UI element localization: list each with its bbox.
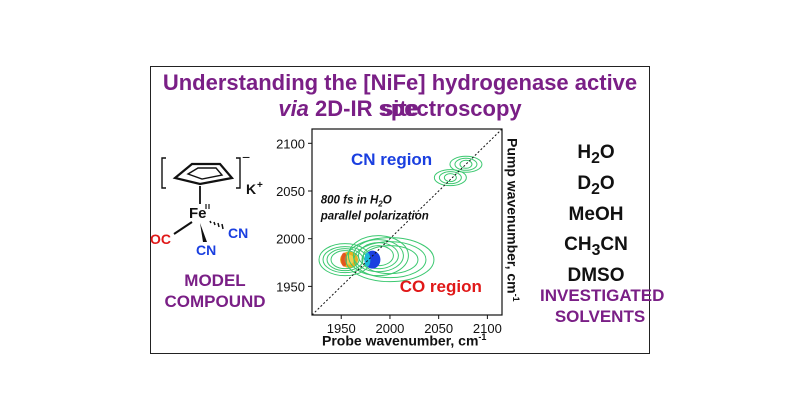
co-region-label: CO region [400, 277, 482, 296]
solvents-label-line-1: INVESTIGATED [540, 286, 665, 305]
model-label-line-2: COMPOUND [164, 292, 266, 311]
plot-frame [311, 128, 503, 316]
measurement-note-2: parallel polarization [320, 211, 429, 223]
counterion: K [246, 181, 256, 197]
diagonal-line [312, 129, 502, 315]
contour-line [454, 157, 478, 171]
solvent-item: H2O [577, 142, 615, 167]
complex-charge: − [242, 149, 250, 165]
contour-line [433, 169, 467, 187]
peak-positive-edge [341, 252, 348, 267]
solvent-list: H2O D2O MeOH CH3CN DMSO [551, 140, 641, 294]
contour-line [347, 235, 409, 277]
solvent-item: DMSO [567, 265, 625, 287]
title-italic-word: via [278, 96, 309, 121]
title-line-1: Understanding the [NiFe] hydrogenase act… [162, 70, 638, 121]
x-tick-label: 2000 [375, 321, 404, 336]
content-frame [150, 66, 650, 354]
fe-co-bond [173, 221, 193, 235]
metal-atom: Fe [189, 205, 207, 222]
contour-line [449, 155, 483, 173]
title-line-2-rest: 2D-IR spectroscopy [308, 96, 522, 121]
cn-region-label: CN region [351, 150, 432, 169]
contour-line [443, 173, 457, 183]
contour-line [352, 239, 404, 273]
y-tick-label: 2000 [276, 232, 305, 247]
y-tick-label: 1950 [276, 279, 305, 294]
cp-ring-inner [186, 167, 224, 180]
model-compound-label: MODEL COMPOUND [160, 270, 270, 312]
model-label-line-1: MODEL [184, 271, 246, 290]
solvent-item: CH3CN [564, 234, 628, 260]
2d-ir-spectrum: 1950 2000 2050 2100 1950 2000 2050 2100 CN regi… [276, 128, 503, 336]
contour-line [438, 171, 462, 185]
solvent-item: MeOH [568, 203, 624, 225]
fe-cn-hash [209, 220, 224, 230]
solvents-label-line-2: SOLVENTS [554, 307, 646, 326]
ligand-cn-bottom: CN [196, 242, 216, 258]
y-tick-label: 2050 [276, 184, 305, 199]
counterion-charge: + [257, 180, 263, 191]
solvent-item: D2O [577, 172, 615, 198]
contour-line [459, 159, 473, 169]
bracket-right [236, 157, 241, 189]
y-axis-label: Pump wavenumber, cm-1 [504, 138, 521, 302]
x-tick-label: 2050 [424, 321, 453, 336]
contour-line [326, 248, 364, 272]
ligand-oc: OC [150, 231, 171, 247]
investigated-solvents-label: INVESTIGATED SOLVENTS [540, 285, 665, 327]
fe-cn-wedge [200, 223, 207, 242]
title-line-2: via 2D-IR spectroscopy [150, 96, 650, 122]
x-axis-label: Probe wavenumber, cm-1 [322, 332, 487, 349]
contour-line [353, 241, 427, 279]
peak-negative-edge [364, 252, 371, 267]
contour-line [361, 245, 419, 275]
cp-ring [172, 162, 235, 186]
molecule-structure: − K + Fe OC CN CN [150, 149, 263, 258]
y-tick-label: 2100 [276, 136, 305, 151]
measurement-note-1: 800 fs in H2O [321, 194, 392, 208]
contour-line [345, 237, 435, 283]
x-tick-label: 1950 [327, 321, 356, 336]
x-tick-label: 2100 [473, 321, 502, 336]
bracket-left [161, 157, 166, 189]
ligand-cn-right: CN [228, 225, 248, 241]
